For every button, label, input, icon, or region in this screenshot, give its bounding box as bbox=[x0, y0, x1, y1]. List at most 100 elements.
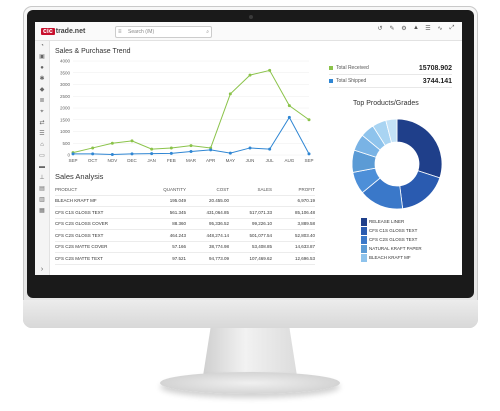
legend-item[interactable]: NATURAL KRAFT PAPER bbox=[361, 244, 422, 253]
donut-slice[interactable] bbox=[396, 118, 443, 179]
data-point bbox=[307, 152, 311, 156]
data-point bbox=[268, 147, 272, 151]
package-icon[interactable]: ▦ bbox=[39, 208, 45, 214]
data-point bbox=[91, 152, 95, 156]
received-value: 15708.902 bbox=[418, 64, 452, 72]
header-product[interactable]: PRODUCT bbox=[55, 186, 78, 192]
cell-cost: 431,064.85 bbox=[206, 209, 229, 215]
exchange-icon[interactable]: ⇄ bbox=[39, 120, 45, 126]
cell-product: CFS C2S GLOSS COVER bbox=[55, 221, 109, 227]
series-line-shipped bbox=[73, 116, 310, 156]
received-swatch bbox=[329, 66, 333, 70]
data-point bbox=[150, 152, 154, 156]
pulse-icon[interactable]: ∿ bbox=[437, 26, 443, 32]
legend-label: CFS C2S GLOSS TEXT bbox=[369, 237, 418, 242]
donut-slice[interactable] bbox=[399, 170, 441, 210]
cell-profit: 3,889.58 bbox=[297, 221, 315, 227]
header-sales[interactable]: SALES bbox=[257, 186, 272, 192]
cell-quantity: 57.166 bbox=[172, 244, 186, 250]
header-quantity[interactable]: QUANTITY bbox=[163, 186, 186, 192]
bell-icon[interactable]: ▲ bbox=[413, 25, 419, 31]
train-icon[interactable]: ▥ bbox=[39, 197, 45, 203]
car-icon[interactable]: ▭ bbox=[39, 153, 45, 159]
shipped-value: 3744.141 bbox=[422, 77, 452, 85]
sales-table: PRODUCT QUANTITY COST SALES PROFIT BLEAC… bbox=[55, 184, 315, 265]
donut-slice[interactable] bbox=[385, 118, 398, 144]
table-row[interactable]: CFS C1S GLOSS TEXT 561.345 431,064.85 517,0… bbox=[55, 207, 315, 219]
legend-item[interactable]: CFS C2S GLOSS TEXT bbox=[361, 235, 422, 244]
box-icon[interactable]: ◆ bbox=[39, 87, 45, 93]
list-icon[interactable]: ☰ bbox=[39, 131, 45, 137]
logo[interactable]: cic trade.net bbox=[41, 27, 85, 36]
legend-item[interactable]: RELEASE LINER bbox=[361, 217, 422, 226]
legend-label: BLEACH KRAFT MF bbox=[369, 255, 411, 260]
monitor-icon[interactable]: ▣ bbox=[39, 54, 45, 60]
truck-icon[interactable]: ▬ bbox=[39, 164, 45, 170]
series-line-received bbox=[72, 69, 310, 154]
cell-cost: 38,774.98 bbox=[208, 244, 229, 250]
y-tick-label: 0 bbox=[67, 153, 70, 158]
table-row[interactable]: BLEACH KRAFT MF 195.049 20.455.00 6,970.19 bbox=[55, 196, 315, 207]
cell-cost: 448,274.14 bbox=[206, 232, 229, 238]
layers-icon[interactable]: ≣ bbox=[39, 98, 45, 104]
cell-profit: 52,803.40 bbox=[294, 232, 315, 238]
app-screen: cic trade.net ≡ Search (/M) ⌕ ↺ ✎ ⚙ ▲ ☰ … bbox=[35, 22, 462, 275]
data-point bbox=[268, 68, 272, 72]
collapse-icon[interactable]: ⤢ bbox=[449, 25, 455, 31]
y-tick-label: 2000 bbox=[60, 106, 71, 111]
x-tick-label: JAN bbox=[147, 158, 156, 163]
header-profit[interactable]: PROFIT bbox=[298, 186, 316, 192]
edit-icon[interactable]: ✎ bbox=[389, 26, 395, 32]
settings-icon[interactable]: ✱ bbox=[39, 76, 45, 82]
data-point bbox=[189, 149, 193, 153]
search-icon[interactable]: ⌕ bbox=[206, 29, 209, 35]
top-bar: cic trade.net ≡ Search (/M) ⌕ ↺ ✎ ⚙ ▲ ☰ … bbox=[35, 22, 462, 41]
legend-item[interactable]: CFS C1S GLOSS TEXT bbox=[361, 226, 422, 235]
received-label: Total Received bbox=[336, 65, 369, 71]
x-tick-label: MAR bbox=[186, 158, 197, 163]
tag-icon[interactable]: ⌖ bbox=[40, 109, 44, 115]
table-header: PRODUCT QUANTITY COST SALES PROFIT bbox=[55, 184, 315, 196]
y-tick-label: 3500 bbox=[60, 70, 71, 75]
menu-icon: ≡ bbox=[118, 29, 122, 35]
list-icon[interactable]: ☰ bbox=[425, 26, 431, 32]
sidebar: ◔ ▣ ● ✱ ◆ ≣ ⌖ ⇄ ☰ ⌂ ▭ ▬ ⊥ ▤ ▥ ▦ › bbox=[35, 41, 50, 275]
trend-title: Sales & Purchase Trend bbox=[55, 48, 131, 55]
search-input[interactable]: ≡ Search (/M) ⌕ bbox=[115, 26, 212, 38]
data-point bbox=[110, 153, 114, 157]
cell-sales: 501,077.54 bbox=[249, 232, 272, 238]
toolbar-icons: ↺ ✎ ⚙ ▲ ☰ ∿ ⤢ bbox=[376, 25, 456, 32]
table-row[interactable]: CFS C2S GLOSS COVER 88.360 95,336.52 99,226… bbox=[55, 219, 315, 230]
table-row[interactable]: CFS C2S MATTE TEXT 97.521 94,773.09 107,469… bbox=[55, 253, 315, 265]
x-tick-label: FEB bbox=[167, 158, 176, 163]
sidebar-collapse-button[interactable]: › bbox=[40, 266, 44, 273]
cell-sales: 53,408.85 bbox=[251, 244, 272, 250]
data-point bbox=[228, 92, 232, 96]
cell-quantity: 561.345 bbox=[169, 209, 186, 215]
forklift-icon[interactable]: ⊥ bbox=[39, 175, 45, 181]
gear-icon[interactable]: ⚙ bbox=[401, 26, 407, 32]
header-cost[interactable]: COST bbox=[216, 186, 229, 192]
bank-icon[interactable]: ⌂ bbox=[40, 142, 44, 148]
cell-cost: 95,336.52 bbox=[208, 221, 229, 227]
x-tick-label: SEP bbox=[68, 158, 77, 163]
dashboard-icon[interactable]: ◔ bbox=[40, 43, 44, 49]
legend-item[interactable]: BLEACH KRAFT MF bbox=[361, 253, 422, 262]
cell-sales: 517,071.33 bbox=[249, 209, 272, 215]
monitor-chin bbox=[23, 300, 478, 328]
data-point bbox=[189, 144, 193, 148]
user-icon[interactable]: ● bbox=[40, 65, 44, 71]
bag-icon[interactable]: ▤ bbox=[39, 186, 45, 192]
data-point bbox=[169, 151, 173, 155]
data-point bbox=[248, 73, 252, 77]
table-row[interactable]: CFS C2S GLOSS TEXT 464.243 448,274.14 501,0… bbox=[55, 230, 315, 242]
cell-profit: 85,106.48 bbox=[294, 209, 315, 215]
history-icon[interactable]: ↺ bbox=[377, 26, 383, 32]
x-tick-label: DEC bbox=[127, 158, 137, 163]
data-point bbox=[169, 146, 173, 150]
table-row[interactable]: CFS C2S MATTE COVER 57.166 38,774.98 53,408… bbox=[55, 242, 315, 253]
shipped-label: Total Shipped bbox=[336, 78, 367, 84]
x-tick-label: NOV bbox=[107, 158, 117, 163]
data-point bbox=[130, 139, 134, 143]
data-point bbox=[248, 146, 252, 150]
